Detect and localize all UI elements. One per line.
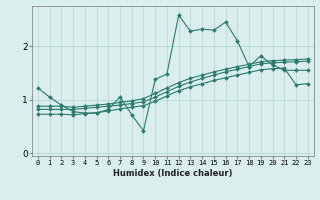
X-axis label: Humidex (Indice chaleur): Humidex (Indice chaleur) bbox=[113, 169, 233, 178]
